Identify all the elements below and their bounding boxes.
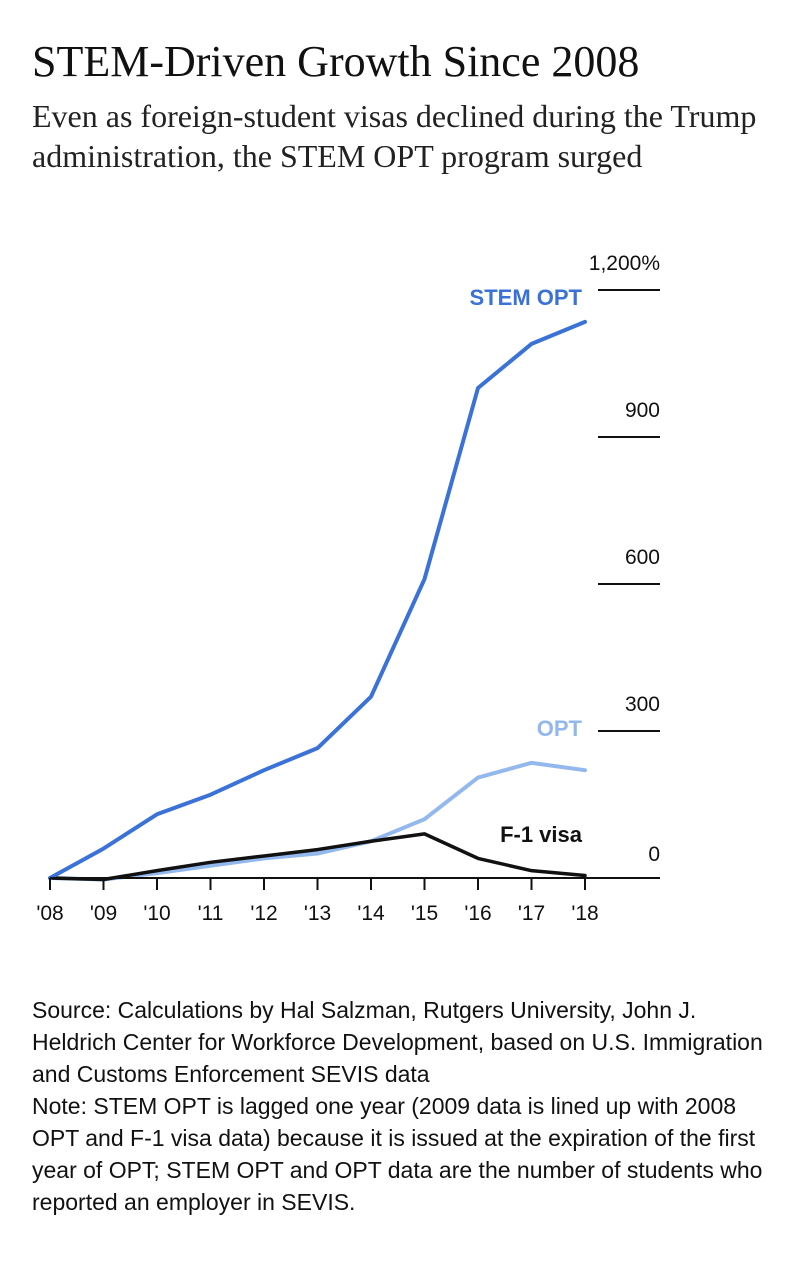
x-tick-label: '11: [198, 902, 224, 925]
chart-subtitle: Even as foreign-student visas declined d…: [32, 98, 757, 174]
y-tick-label: 900: [625, 399, 660, 422]
series-line-stem-opt: [48, 319, 587, 880]
series-lines: [48, 319, 587, 882]
y-tick-label: 1,200%: [589, 252, 660, 275]
note-text: Note: STEM OPT is lagged one year (2009 …: [32, 1093, 763, 1215]
line-chart: 0 300 600 900 1,200% '08 '09 '10 '11 '12 '13 '14 '1…: [36, 252, 660, 925]
x-tick-label: '15: [411, 902, 438, 925]
x-tick-label: '08: [36, 902, 63, 925]
x-tick-label: '09: [90, 902, 117, 925]
y-tick-label: 300: [625, 693, 660, 716]
x-tick-label: '10: [143, 902, 170, 925]
x-tick-label: '18: [571, 902, 598, 925]
series-label-opt: OPT: [537, 716, 583, 741]
series-labels: STEM OPT OPT F-1 visa: [470, 285, 583, 847]
series-label-f-1-visa: F-1 visa: [500, 822, 583, 847]
x-tick-label: '12: [250, 902, 277, 925]
x-tick-label: '14: [357, 902, 385, 925]
x-tick-label: '13: [304, 902, 331, 925]
x-tick-label: '16: [464, 902, 491, 925]
series-line-f-1-visa: [48, 832, 587, 882]
y-axis: 0 300 600 900 1,200%: [589, 252, 660, 866]
chart-title: STEM-Driven Growth Since 2008: [32, 37, 640, 86]
x-tick-label: '17: [518, 902, 545, 925]
x-axis: '08 '09 '10 '11 '12 '13 '14 '15 '16 '17 '18: [36, 877, 660, 925]
y-tick-label: 0: [648, 843, 660, 866]
series-label-stem-opt: STEM OPT: [470, 285, 583, 310]
y-tick-label: 600: [625, 546, 660, 569]
source-note: Source: Calculations by Hal Salzman, Rut…: [32, 994, 772, 1218]
source-text: Source: Calculations by Hal Salzman, Rut…: [32, 997, 763, 1087]
